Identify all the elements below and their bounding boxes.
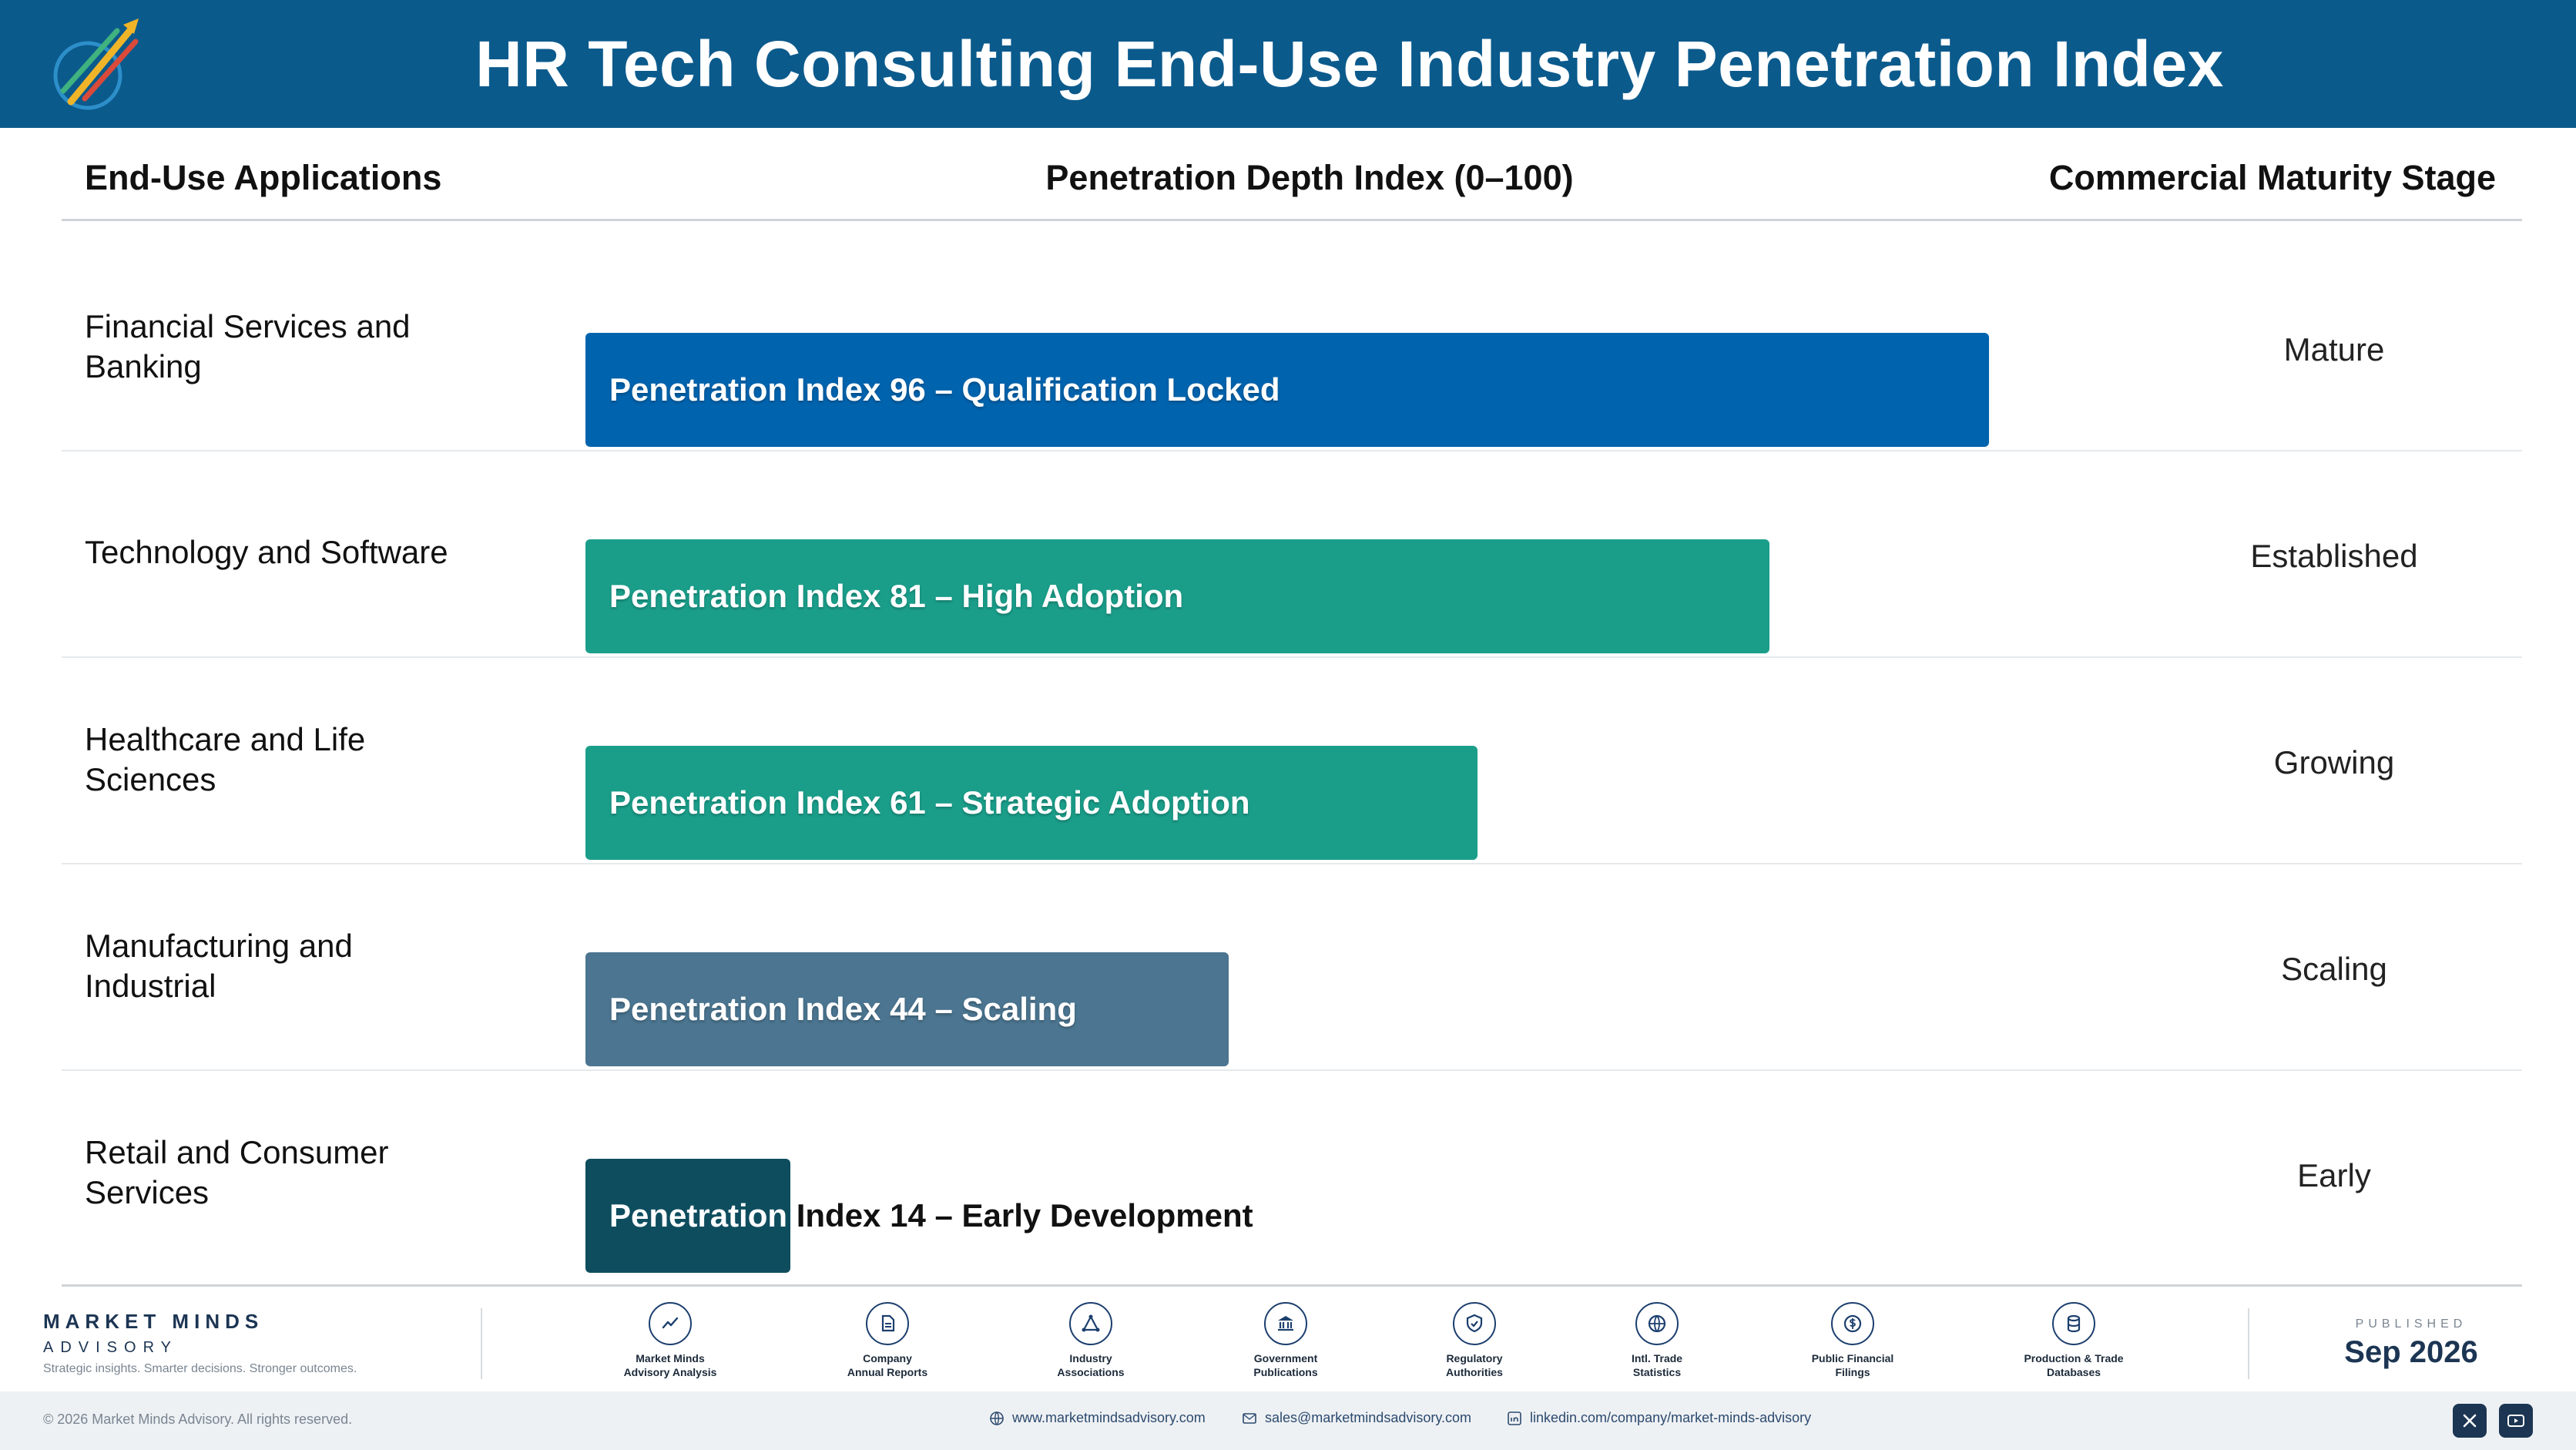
brand-name: MARKET MINDS [43,1310,264,1333]
globe-icon [1635,1302,1679,1345]
website-link[interactable]: www.marketmindsadvisory.com [989,1410,1206,1426]
bar [585,539,1769,653]
bar-label: Penetration Index 61 – Strategic Adoptio… [609,784,1250,821]
source-item: Regulatory Authorities [1409,1302,1540,1379]
document-icon [866,1302,909,1345]
footer-separator [481,1308,482,1379]
source-label: Industry Associations [1057,1352,1125,1378]
table-row: Financial Services and Banking Mature Pe… [62,245,2522,451]
linkedin-icon [1508,1411,1521,1425]
bar-label: Penetration Index 14 – Early Development [609,1197,1253,1234]
row-label: Healthcare and Life Sciences [85,721,366,797]
bar-label: Penetration Index 96 – Qualification Loc… [609,371,1280,408]
source-label: Public Financial Filings [1811,1352,1894,1378]
website-text: www.marketmindsadvisory.com [1012,1410,1206,1425]
youtube-social-button[interactable] [2499,1404,2533,1438]
source-item: Industry Associations [1025,1302,1156,1379]
row-label: Technology and Software [85,534,448,570]
bar [585,746,1478,860]
bar [585,952,1229,1066]
row-label: Financial Services and Banking [85,308,411,384]
copyright-text: © 2026 Market Minds Advisory. All rights… [43,1411,353,1427]
source-label: Market Minds Advisory Analysis [623,1352,717,1378]
globe-icon [990,1411,1004,1425]
footer-divider [62,1284,2522,1287]
x-social-button[interactable] [2453,1404,2487,1438]
row-stage: Mature [2283,331,2385,368]
linkedin-link[interactable]: linkedin.com/company/market-minds-adviso… [1507,1410,1811,1426]
source-label: Company Annual Reports [847,1352,928,1378]
source-label: Production & Trade Databases [2024,1352,2124,1378]
email-link[interactable]: sales@marketmindsadvisory.com [1242,1410,1471,1426]
table-row: Retail and Consumer Services Early Penet… [62,1071,2522,1277]
company-logo-icon [53,18,139,110]
page-title: HR Tech Consulting End-Use Industry Pene… [475,28,2224,100]
header-divider [62,219,2522,221]
source-item: Government Publications [1220,1302,1351,1379]
column-header-applications: End-Use Applications [85,158,442,197]
bar [585,1159,790,1273]
row-stage: Early [2297,1157,2371,1193]
row-stage: Established [2250,538,2418,574]
x-logo-icon [2463,1414,2477,1428]
email-text: sales@marketmindsadvisory.com [1265,1410,1472,1425]
row-label: Manufacturing and Industrial [85,928,353,1004]
header-banner: HR Tech Consulting End-Use Industry Pene… [0,0,2576,128]
footer-separator [2248,1308,2249,1379]
linkedin-text: linkedin.com/company/market-minds-adviso… [1530,1410,1812,1425]
row-stage: Growing [2273,744,2395,780]
row-stage: Scaling [2281,951,2387,987]
column-header-index: Penetration Depth Index (0–100) [1045,158,1574,197]
network-icon [1069,1302,1112,1345]
youtube-icon [2507,1415,2524,1427]
source-item: Company Annual Reports [822,1302,953,1379]
table-row: Manufacturing and Industrial Scaling Pen… [62,864,2522,1071]
mail-icon [1243,1412,1256,1424]
brand-subtitle: ADVISORY [43,1339,178,1356]
chart-line-icon [649,1302,692,1345]
database-icon [2052,1302,2095,1345]
source-label: Regulatory Authorities [1446,1352,1503,1378]
bar-label: Penetration Index 44 – Scaling [609,991,1077,1027]
bottom-bar [0,1391,2576,1450]
dollar-coin-icon [1831,1302,1874,1345]
source-label: Government Publications [1253,1352,1318,1378]
table-row: Healthcare and Life Sciences Growing Pen… [62,658,2522,864]
published-label: PUBLISHED [2355,1317,2467,1331]
column-header-stage: Commercial Maturity Stage [2048,158,2497,197]
source-item: Market Minds Advisory Analysis [605,1302,736,1379]
published-date: Sep 2026 [2344,1335,2478,1369]
government-building-icon [1264,1302,1307,1345]
brand-tagline: Strategic insights. Smarter decisions. S… [43,1362,357,1375]
bar-label: Penetration Index 81 – High Adoption [609,578,1184,614]
source-item: Production & Trade Databases [2008,1302,2139,1379]
bar [585,333,1989,447]
shield-check-icon [1453,1302,1496,1345]
source-label: Intl. Trade Statistics [1631,1352,1683,1378]
source-item: Public Financial Filings [1787,1302,1918,1379]
source-item: Intl. Trade Statistics [1592,1302,1722,1379]
row-label: Retail and Consumer Services [85,1134,389,1210]
table-row: Technology and Software Established Pene… [62,451,2522,658]
